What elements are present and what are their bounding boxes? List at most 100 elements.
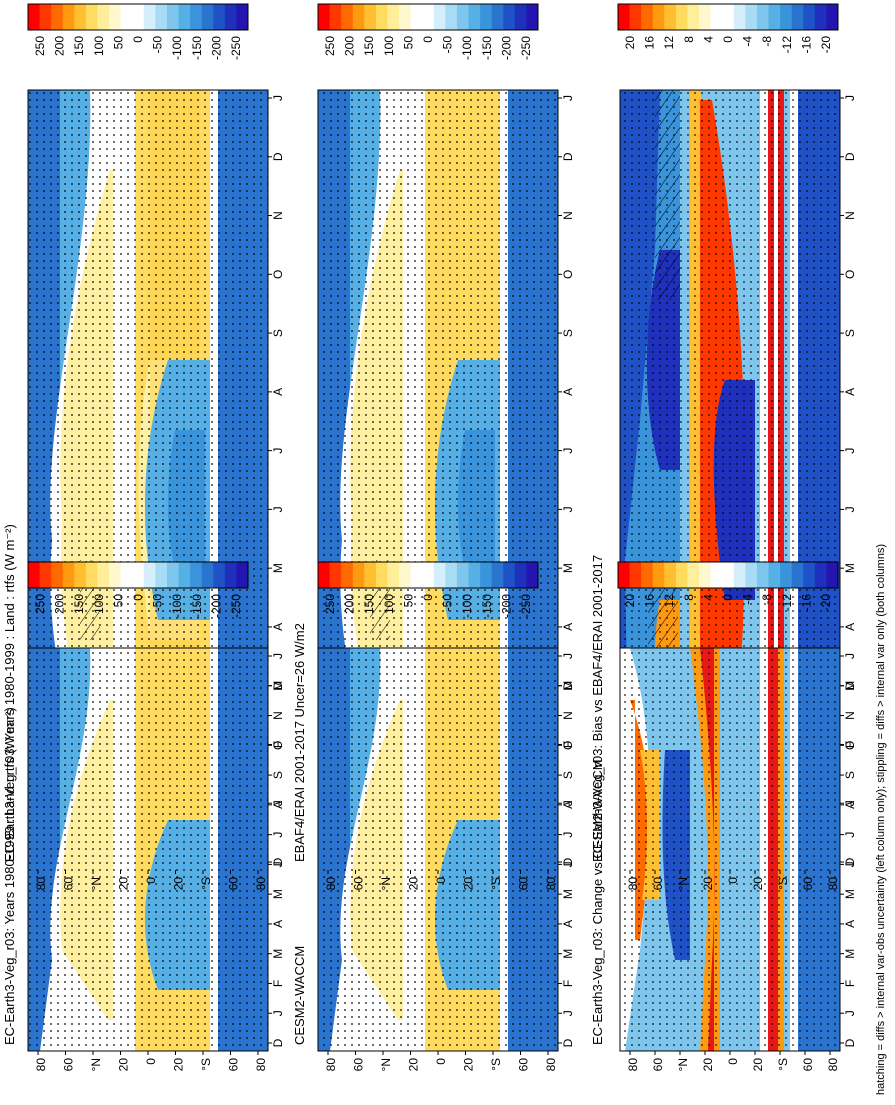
month-tick-label: J [561,861,575,867]
panel-3-title: EC-Earth3-Veg_r03: Bias vs EBAF4/ERAI 20… [590,555,605,862]
colorbar-swatch [143,4,156,30]
colorbar-tick-label: 4 [701,594,715,601]
month-tick-label: A [561,623,575,631]
colorbar-swatch [201,562,214,588]
colorbar-swatch [733,4,746,30]
colorbar-tick-label: 50 [401,594,415,608]
month-tick-label: J [271,832,285,838]
colorbar-swatch [85,562,98,588]
colorbar-tick-label: -50 [441,36,455,54]
month-tick-label: J [561,448,575,454]
colorbar-tick-label: 200 [53,36,67,56]
lat-tick-label: 60 [352,877,366,891]
lat-tick-label: °N [379,1058,393,1071]
month-tick-label: J [843,448,857,454]
colorbar-tick-label: 8 [682,594,696,601]
panel-4-title: EC-Earth3-Veg_r03: Years 1980-1999 : Lan… [2,707,17,1045]
month-tick-label: D [843,857,857,866]
colorbar-tick-label: 0 [721,36,735,43]
lat-tick-label: °N [676,1058,690,1071]
colorbar-tick-label: 150 [362,594,376,614]
colorbar-swatch [51,562,64,588]
colorbar-tick-label: 50 [401,36,415,50]
colorbar-swatch [664,562,677,588]
month-tick-label: D [271,857,285,866]
month-tick-label: A [271,388,285,396]
colorbar-swatch [224,562,237,588]
lat-tick-label: 80 [34,1058,48,1072]
colorbar-swatch [456,4,470,30]
colorbar-swatch [687,562,700,588]
month-tick-label: J [843,800,857,806]
colorbar-swatch [722,562,735,588]
colorbar-swatch [480,4,493,30]
colorbar-swatch [364,562,377,588]
lat-tick-label: 60 [651,877,665,891]
month-tick-label: J [271,448,285,454]
colorbar-swatch [733,562,746,588]
colorbar-swatch [329,562,342,588]
colorbar-swatch [710,4,723,30]
colorbar-swatch [28,562,41,588]
lat-tick-label: 20 [701,877,715,891]
colorbar-swatch [109,4,122,30]
colorbar-swatch [826,4,839,30]
lat-tick-label: 60 [62,877,76,891]
colorbar-swatch [768,4,781,30]
month-tick-label: J [561,653,575,659]
colorbar-swatch [352,562,365,588]
month-tick-label: O [561,270,575,279]
colorbar-swatch [341,562,354,588]
colorbar-swatch [364,4,377,30]
colorbar-swatch [74,4,87,30]
colorbar-tick-label: 20 [623,594,637,608]
colorbar-swatch [491,562,504,588]
colorbar-swatch [375,4,388,30]
month-tick-label: A [843,388,857,396]
colorbar-swatch [445,4,458,30]
month-tick-label: M [271,949,285,959]
colorbar-swatch [329,4,342,30]
month-tick-label: M [561,949,575,959]
lat-tick-label: 80 [254,1058,268,1072]
colorbar-swatch [62,4,75,30]
panel-5-field [318,648,558,1051]
colorbar-tick-label: -20 [819,594,833,612]
lat-tick-label: 0 [726,877,740,884]
colorbar-tick-label: 200 [343,36,357,56]
colorbar-tick-label: 0 [721,594,735,601]
colorbar-swatch [213,562,226,588]
lat-tick-label: 60 [801,877,815,891]
colorbar-swatch [143,562,156,588]
colorbar-swatch [352,4,365,30]
colorbar-swatch [468,4,481,30]
colorbar-swatch [387,562,400,588]
month-tick-label: J [561,800,575,806]
lat-tick-label: 20 [172,877,186,891]
colorbar-tick-label: -50 [151,594,165,612]
lat-tick-label: 60 [651,1058,665,1072]
colorbar-swatch [641,4,654,30]
month-tick-label: D [271,1038,285,1047]
lat-tick-label: 20 [172,1058,186,1072]
colorbar-tick-label: 0 [131,36,145,43]
lat-tick-label: 20 [751,1058,765,1072]
colorbar-swatch [687,4,700,30]
colorbar-swatch [178,4,191,30]
colorbar-tick-label: -50 [151,36,165,54]
lat-tick-label: 0 [726,1058,740,1065]
colorbar-swatch [780,562,793,588]
lat-tick-label: 0 [144,1058,158,1065]
month-tick-label: J [271,653,285,659]
colorbar-swatch [433,562,446,588]
colorbars-layer: 250 200 150 100 50 0 -50 -100 -150 -200 -250 250 200… [27,3,839,618]
colorbar-tick-label: -200 [499,594,513,618]
month-tick-label: O [561,741,575,750]
colorbar-swatch [166,562,180,588]
colorbar-4: 250 200 150 100 50 0 -50 -100 -150 -200 -250 [27,561,249,618]
panel-4-field [28,648,268,1051]
colorbar-swatch [224,4,237,30]
month-tick-label: S [271,771,285,779]
colorbar-swatch [190,4,203,30]
colorbar-swatch [780,4,793,30]
